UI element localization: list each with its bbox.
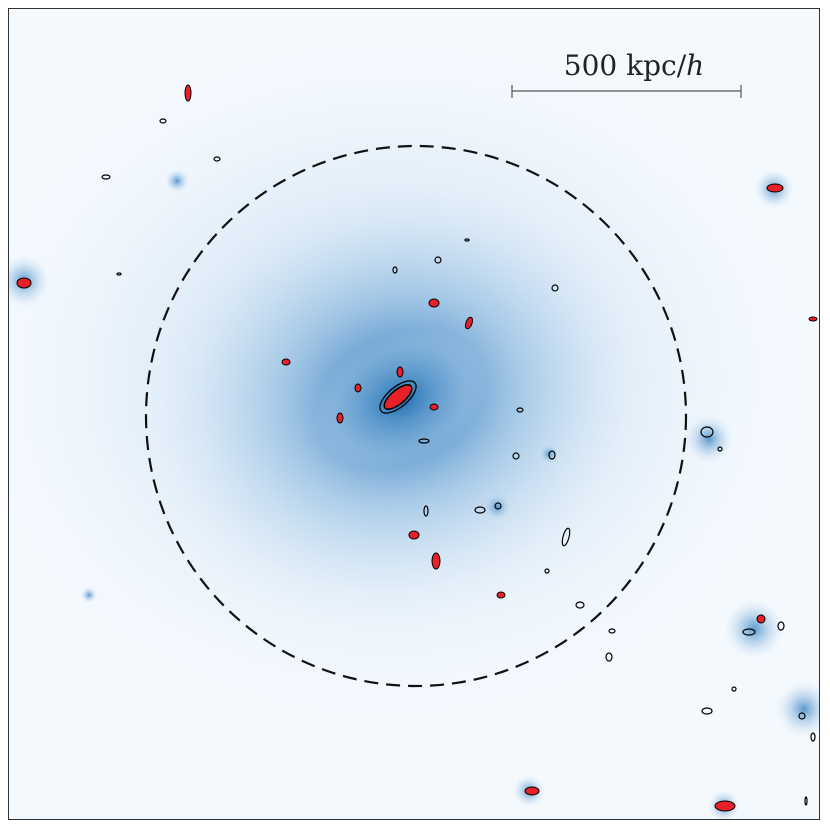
simulation-panel: 500 kpc/h — [8, 8, 820, 820]
contours-shape — [434, 256, 442, 264]
contours-shape — [548, 450, 556, 460]
subhalos — [16, 84, 818, 812]
contours-shape — [804, 796, 808, 806]
contours-shape — [544, 568, 550, 574]
density-map — [9, 19, 819, 819]
subhalo — [524, 786, 540, 796]
subhalo — [428, 298, 440, 308]
contours-shape — [494, 502, 502, 510]
scale-bar-unit: kpc/ — [626, 49, 687, 82]
contours-shape — [512, 452, 520, 460]
contours-shape — [551, 284, 559, 292]
contours-shape — [159, 118, 167, 124]
subhalo — [429, 403, 439, 411]
contours-shape — [418, 438, 430, 444]
subhalo — [408, 530, 420, 540]
contours-shape — [700, 426, 714, 438]
contours-shape — [561, 527, 571, 547]
subhalo — [496, 591, 506, 599]
contours-shape — [810, 732, 816, 742]
contours-shape — [608, 628, 616, 634]
satellite-clump — [81, 587, 97, 603]
central-galaxy — [379, 380, 417, 414]
virial-radius-circle — [144, 144, 688, 688]
subhalo — [756, 614, 766, 624]
scale-bar-unit-italic: h — [686, 49, 705, 82]
contours — [101, 118, 816, 806]
subhalo — [396, 366, 404, 378]
subhalo — [465, 316, 473, 330]
contours-shape — [777, 621, 785, 631]
contours-shape — [474, 506, 486, 514]
satellite-clump — [165, 169, 189, 193]
subhalo — [354, 383, 362, 393]
scale-bar — [511, 85, 742, 98]
satellite-clump — [685, 415, 733, 463]
contours-shape — [101, 174, 111, 180]
subhalo — [336, 412, 344, 424]
central-galaxy-shape — [379, 380, 417, 414]
satellite-clump — [724, 599, 784, 659]
contours-shape — [575, 601, 585, 609]
contours-shape — [742, 628, 756, 636]
contours-shape — [798, 712, 806, 720]
contours-shape — [392, 266, 398, 274]
contours-shape — [701, 707, 713, 715]
contours-shape — [213, 156, 221, 162]
contours-shape — [423, 505, 429, 517]
central-galaxy-shape — [383, 384, 413, 410]
contours-shape — [605, 652, 613, 662]
contours-shape — [717, 446, 723, 452]
contours-shape — [116, 272, 122, 276]
contours-shape — [464, 238, 470, 242]
scale-bar-label: 500 kpc/h — [517, 49, 751, 82]
subhalo — [431, 552, 441, 570]
subhalo — [16, 277, 32, 289]
subhalo — [714, 800, 736, 812]
subhalo — [808, 316, 818, 322]
contours-shape — [731, 686, 737, 692]
satellite-clump — [776, 681, 819, 737]
subhalo — [184, 84, 192, 102]
subhalo — [281, 358, 291, 366]
scale-bar-value: 500 — [563, 49, 618, 82]
subhalo — [766, 183, 784, 193]
satellite-clump — [483, 493, 511, 521]
contours-shape — [516, 407, 524, 413]
